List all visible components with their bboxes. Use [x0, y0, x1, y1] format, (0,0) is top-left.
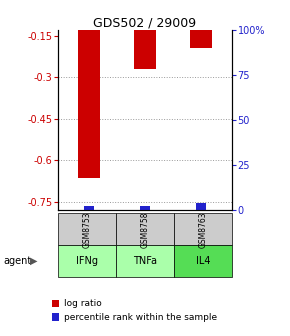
Text: percentile rank within the sample: percentile rank within the sample [64, 313, 217, 322]
Bar [134, 30, 156, 69]
Text: TNFa: TNFa [133, 256, 157, 266]
Text: GSM8758: GSM8758 [140, 211, 150, 248]
Text: log ratio: log ratio [64, 299, 102, 308]
Text: GSM8753: GSM8753 [82, 211, 92, 248]
Text: IL4: IL4 [196, 256, 210, 266]
Bar [78, 30, 100, 178]
Text: GDS502 / 29009: GDS502 / 29009 [93, 16, 197, 29]
Text: agent: agent [3, 256, 31, 266]
Text: IFNg: IFNg [76, 256, 98, 266]
Bar [84, 206, 94, 210]
Bar [190, 30, 212, 48]
Bar [140, 206, 150, 210]
Text: ▶: ▶ [30, 256, 37, 266]
Text: GSM8763: GSM8763 [198, 211, 208, 248]
Bar [196, 203, 206, 210]
